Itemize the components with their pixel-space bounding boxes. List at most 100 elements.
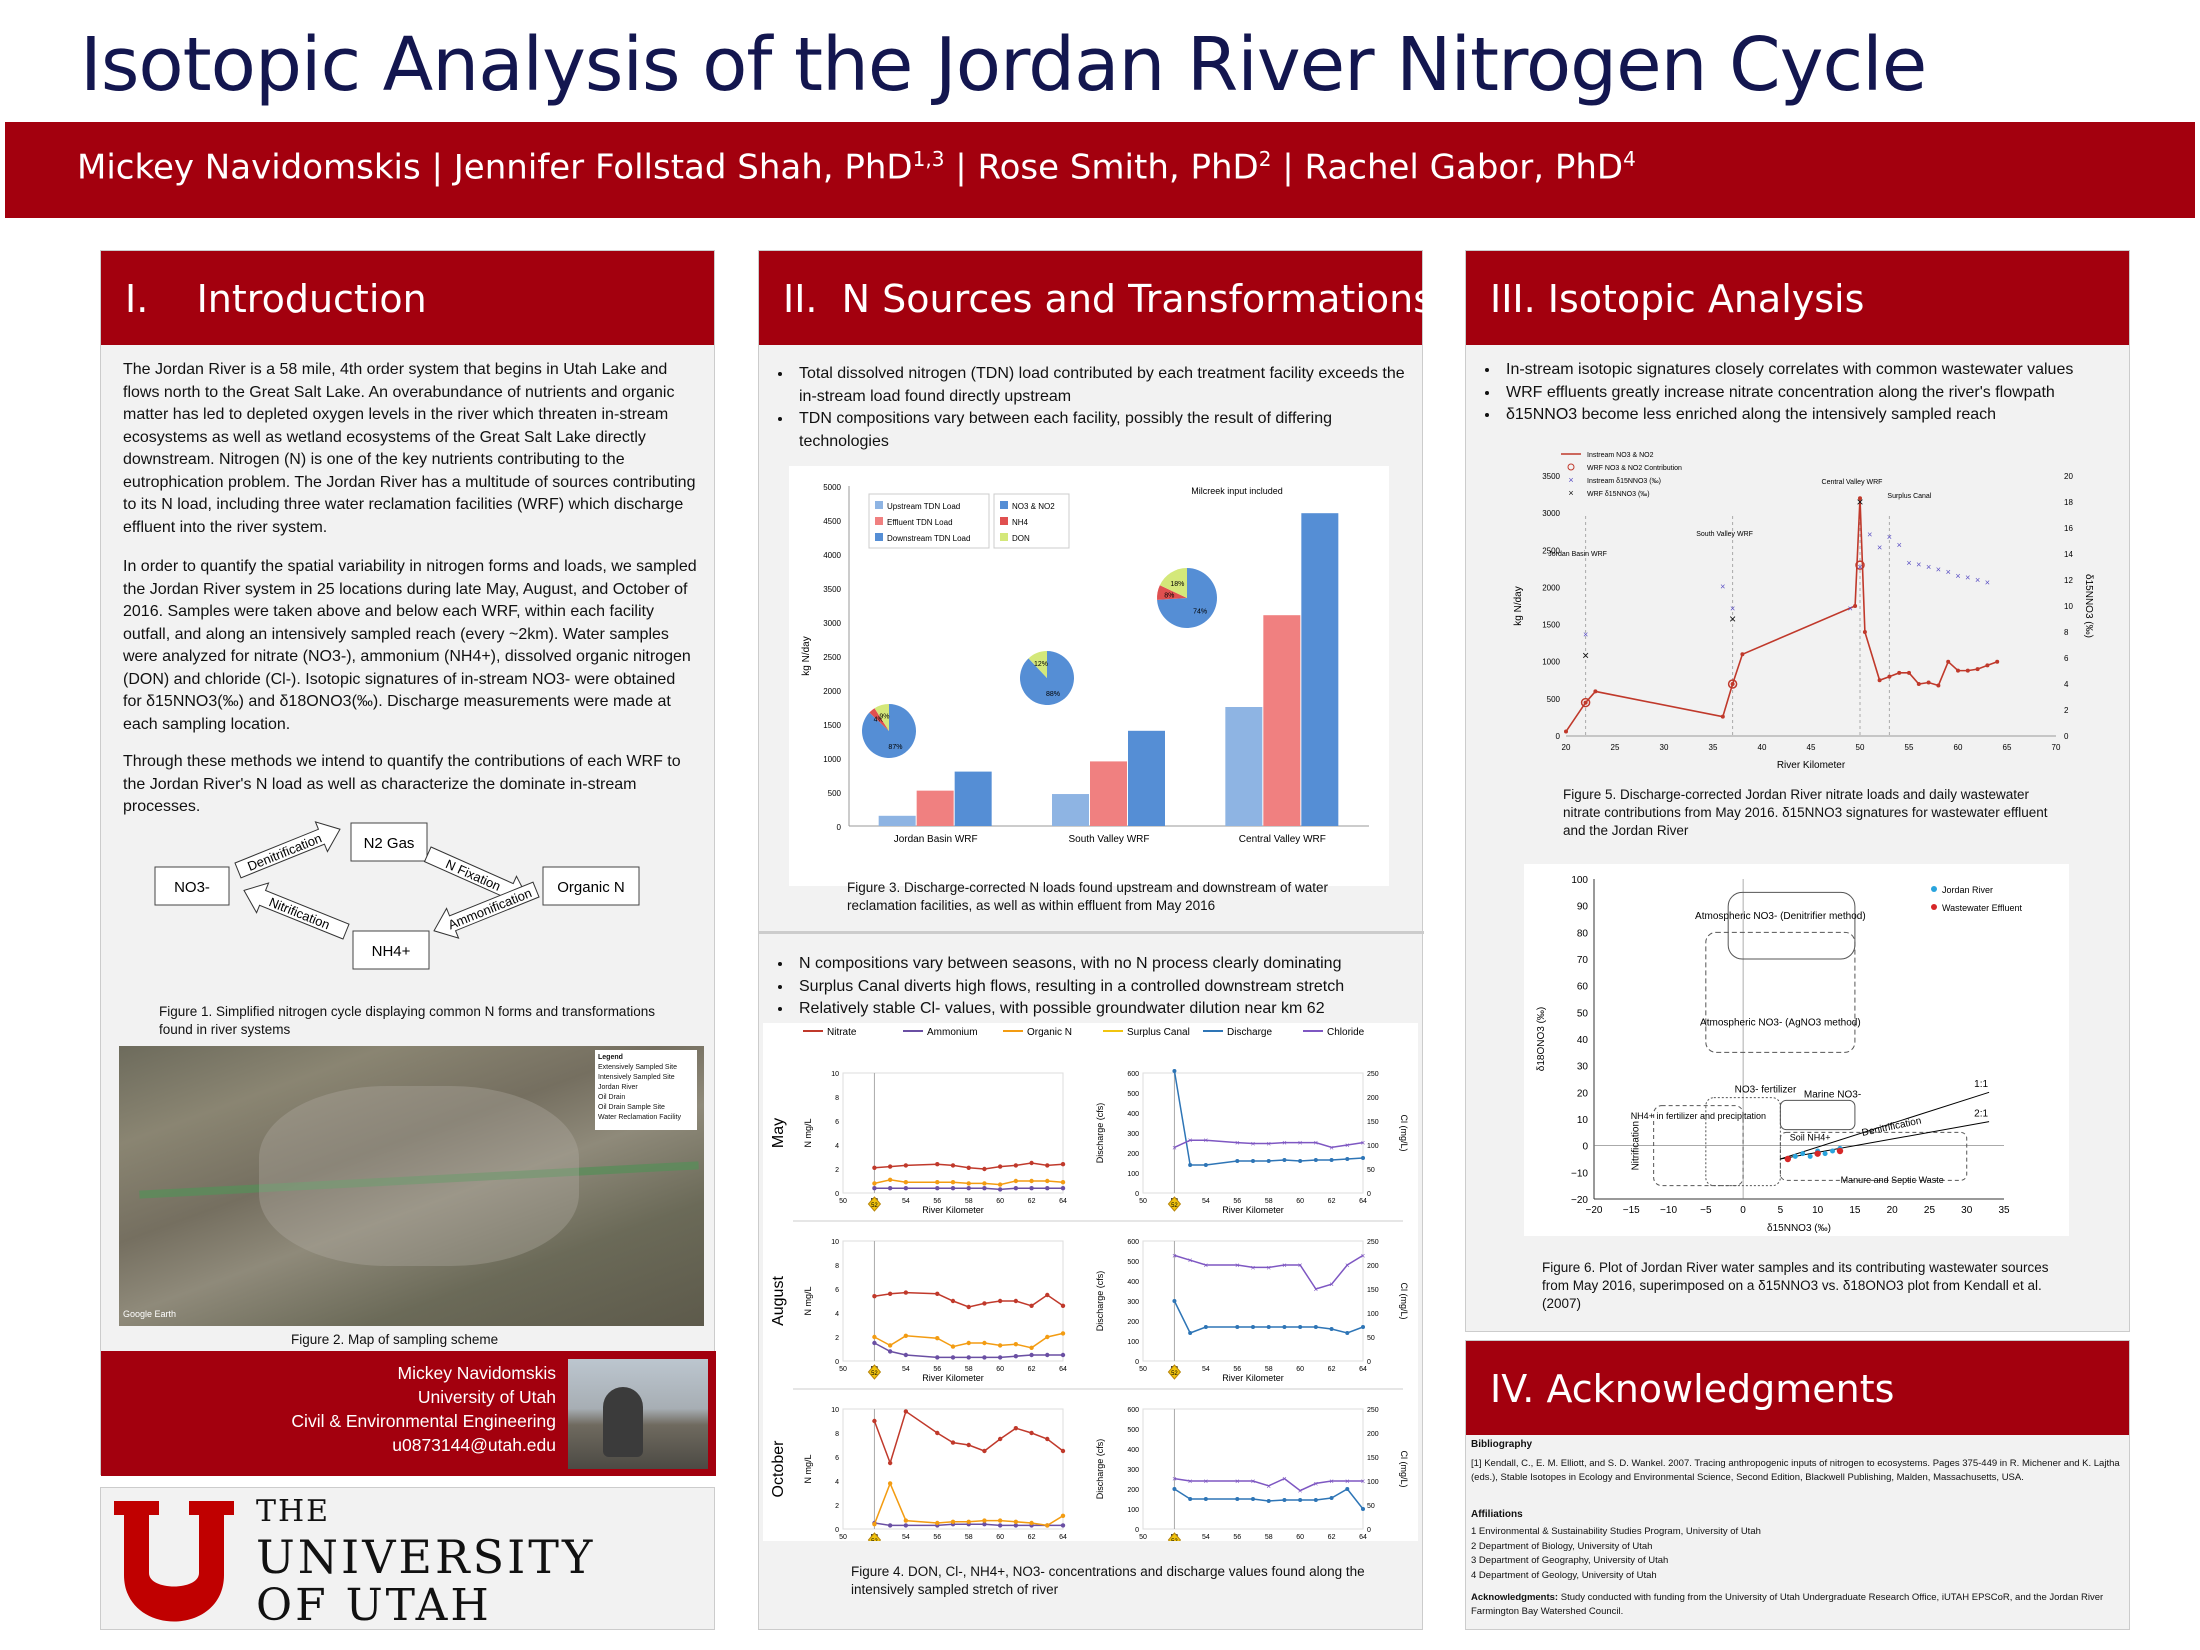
y-tick-label: 8 (835, 1431, 839, 1438)
y-tick-label: 0 (1582, 1142, 1588, 1153)
y-axis-label: Discharge (cfs) (1095, 1271, 1105, 1332)
point-chloride: × (1188, 1136, 1193, 1145)
y2-tick-label: 10 (2064, 602, 2073, 611)
point-organic (1060, 1331, 1066, 1336)
legend-label: Instream NO3 & NO2 (1587, 452, 1654, 459)
legend-label: Jordan River (1942, 885, 1993, 895)
y-tick-label: 3500 (823, 585, 841, 594)
author-bar: Mickey Navidomskis | Jennifer Follstad S… (5, 122, 2195, 218)
y2-axis-label: Cl (mg/L) (1399, 1450, 1409, 1487)
author-3: Rose Smith, PhD (977, 147, 1259, 188)
point-nitrate (1013, 1163, 1019, 1168)
point-nitrate (903, 1290, 909, 1295)
x-tick-label: 58 (1265, 1534, 1273, 1541)
point-instream-d15n: × (1857, 562, 1862, 572)
y-tick-label: 400 (1127, 1279, 1139, 1286)
point-discharge (1313, 1158, 1318, 1162)
point-ammonium (997, 1187, 1003, 1192)
point-discharge (1266, 1325, 1271, 1329)
legend-marker: × (1568, 475, 1573, 485)
point-discharge (1172, 1487, 1177, 1491)
x-tick-label: 56 (933, 1366, 941, 1373)
point-chloride: × (1204, 1261, 1209, 1270)
region-nh4 (1653, 1105, 1744, 1187)
figure-2-caption: Figure 2. Map of sampling scheme (291, 1332, 499, 1347)
surplus-canal-marker-label: 52 (871, 1203, 878, 1209)
point-organic (1029, 1345, 1034, 1350)
n2-box (350, 822, 428, 862)
y2-tick-label: 14 (2064, 550, 2073, 559)
contact-email[interactable]: u0873144@utah.edu (392, 1435, 556, 1455)
x-tick-label: 54 (902, 1366, 910, 1373)
point-ammonium (1013, 1186, 1019, 1191)
point-nitrate (1060, 1162, 1066, 1167)
month-label: May (770, 1118, 787, 1148)
series-instream-nitrate (1565, 498, 1998, 732)
x-tick-label: 30 (1660, 743, 1669, 752)
y-tick-label: 2500 (1542, 546, 1560, 555)
x-tick-label: 50 (1139, 1534, 1147, 1541)
y2-tick-label: 12 (2064, 576, 2073, 585)
point-chloride: × (1345, 1477, 1350, 1486)
legend-swatch (875, 517, 883, 525)
point-nitrate (1029, 1430, 1034, 1436)
series-organic (874, 1179, 1064, 1186)
point-organic (982, 1518, 987, 1523)
point-chloride: × (1361, 1251, 1366, 1260)
y-tick-label: 20 (1577, 1088, 1589, 1099)
y2-tick-label: 200 (1367, 1095, 1379, 1102)
point-instream-d15n: × (1887, 532, 1892, 542)
point-instream-nitrate (1956, 668, 1960, 673)
point-instream-nitrate (1995, 659, 2000, 664)
map-city (259, 1086, 579, 1266)
x-tick-label: 65 (2003, 743, 2012, 752)
y2-tick-label: 150 (1367, 1119, 1379, 1126)
y-tick-label: 1000 (1542, 658, 1560, 667)
pie-slice (874, 704, 889, 731)
x-tick-label: 50 (1139, 1366, 1147, 1373)
y-tick-label: 2000 (823, 687, 841, 696)
series-nitrate (873, 1410, 1064, 1466)
sampling-map: Legend Extensively Sampled Site Intensive… (119, 1046, 704, 1326)
point-instream-d15n: × (1965, 572, 1970, 582)
point-chloride: × (1329, 1280, 1334, 1289)
y-tick-label: 4 (835, 1479, 839, 1486)
bullet: Surplus Canal diverts high flows, result… (793, 976, 1411, 999)
y-tick-label: 600 (1127, 1239, 1139, 1246)
point-instream-d15n: × (1906, 558, 1911, 568)
pie-slice (869, 708, 889, 731)
map-credit: Google Earth (123, 1309, 177, 1319)
point-instream-nitrate (1740, 652, 1745, 657)
chart-annotation: Milcreek input included (1191, 486, 1283, 496)
y-tick-label: 200 (1127, 1319, 1139, 1326)
x-tick-label: −20 (1586, 1205, 1603, 1216)
figure-5-caption: Figure 5. Discharge-corrected Jordan Riv… (1563, 787, 2048, 838)
y-axis-label: Discharge (cfs) (1095, 1439, 1105, 1500)
point-discharge (1203, 1497, 1208, 1501)
pie-label: 9% (879, 713, 889, 720)
organic-n-box (542, 866, 640, 906)
ratio-label: 1:1 (1974, 1079, 1988, 1090)
funding-text: Acknowledgments: Study conducted with fu… (1471, 1592, 2104, 1617)
point-organic (872, 1181, 877, 1186)
point-ammonium (966, 1355, 971, 1360)
point-nitrate (966, 1165, 971, 1170)
point-nitrate (1029, 1303, 1034, 1308)
x-tick-label: 62 (1328, 1534, 1336, 1541)
pie-legend-label: NO3 & NO2 (1012, 502, 1055, 511)
y-tick-label: 3000 (823, 619, 841, 628)
point-chloride: × (1172, 1251, 1177, 1260)
point-discharge (1361, 1507, 1365, 1511)
point-ammonium (1060, 1523, 1066, 1528)
point-nitrate (935, 1430, 940, 1436)
y-tick-label: 60 (1577, 982, 1589, 993)
point-organic (1060, 1513, 1066, 1518)
pie-label: 4% (874, 717, 884, 724)
x-tick-label: 54 (1202, 1366, 1210, 1373)
pie-label: 12% (1034, 661, 1048, 668)
y-tick-label: 500 (828, 789, 842, 798)
acknowledgments-panel: IV. Acknowledgments Bibliography [1] Ken… (1465, 1340, 2130, 1630)
y-tick-label: 400 (1127, 1111, 1139, 1118)
x-axis-label: δ15NNO3 (‰) (1767, 1223, 1831, 1234)
x-tick-label: 54 (902, 1198, 910, 1205)
